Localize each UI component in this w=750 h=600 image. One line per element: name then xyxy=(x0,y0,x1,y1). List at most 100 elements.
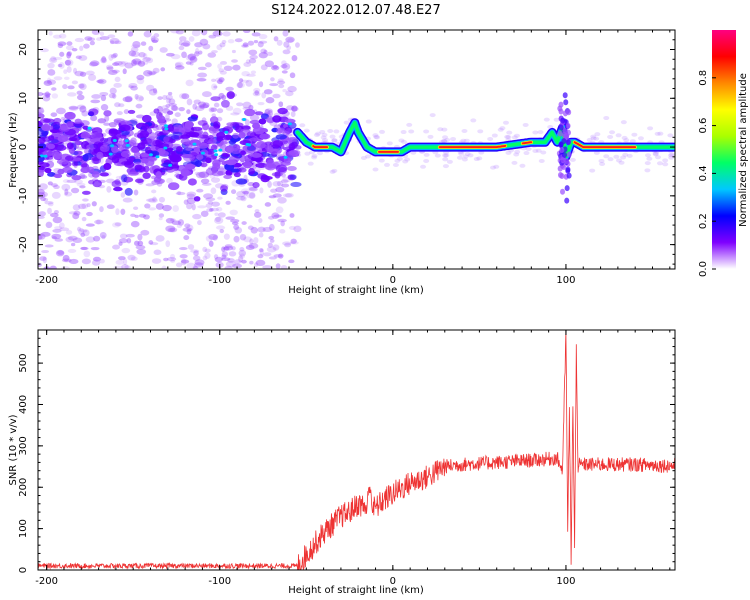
spectrogram-band-blob xyxy=(81,190,91,195)
spectrogram-noise-blob xyxy=(246,73,256,77)
spectrogram-noise-blob xyxy=(157,96,163,100)
spectrogram-halo-blob xyxy=(519,163,526,168)
spectrogram-noise-blob xyxy=(231,49,236,54)
spectrogram-noise-blob xyxy=(123,109,130,115)
spectrogram-halo-blob xyxy=(442,157,449,162)
spectrogram-disturbance-blob xyxy=(562,110,568,117)
spectrogram-noise-blob xyxy=(277,218,287,223)
spectrogram-y-tick-label: 10 xyxy=(18,92,29,105)
spectrogram-noise-blob xyxy=(119,233,128,239)
spectrogram-noise-blob xyxy=(113,265,124,269)
spectrogram-halo-blob xyxy=(620,120,627,125)
spectrogram-noise-blob xyxy=(137,233,143,241)
spectrogram-halo-blob xyxy=(654,155,661,160)
spectrogram-disturbance-blob xyxy=(563,99,569,106)
spectrogram-noise-blob xyxy=(101,56,107,63)
spectrogram-speck xyxy=(43,154,48,158)
spectrogram-halo-blob xyxy=(333,129,340,134)
spectrogram-disturbance-blob xyxy=(564,185,570,192)
spectrogram-disturbance-blob xyxy=(565,139,571,146)
spectrogram-noise-blob xyxy=(132,58,142,65)
spectrogram-noise-blob xyxy=(148,197,158,203)
spectrogram-noise-blob xyxy=(85,236,96,243)
spectrogram-noise-blob xyxy=(189,55,198,63)
spectrogram-band-blob xyxy=(184,163,196,170)
spectrogram-noise-blob xyxy=(137,240,144,247)
spectrogram-noise-blob xyxy=(264,202,272,207)
spectrogram-halo-blob xyxy=(514,149,521,154)
spectrogram-noise-blob xyxy=(100,103,109,111)
spectrogram-x-label: Height of straight line (km) xyxy=(288,285,424,296)
spectrogram-noise-blob xyxy=(186,262,196,269)
spectrogram-noise-blob xyxy=(178,40,183,46)
spectrogram-noise-blob xyxy=(218,68,225,73)
spectrogram-noise-blob xyxy=(257,101,265,106)
spectrogram-noise-blob xyxy=(191,30,201,37)
spectrogram-noise-blob xyxy=(180,42,190,47)
spectrogram-hot-segment xyxy=(521,141,533,145)
spectrogram-noise-blob xyxy=(68,105,79,110)
spectrogram-speck xyxy=(110,144,115,148)
spectrogram-y-label: Frequency (Hz) xyxy=(8,112,19,188)
spectrogram-halo-blob xyxy=(598,158,605,163)
spectrogram-halo-blob xyxy=(538,159,545,164)
spectrogram-noise-blob xyxy=(179,254,188,259)
snr-x-tick-label: -100 xyxy=(208,576,231,587)
spectrogram-noise-blob xyxy=(55,249,65,257)
spectrogram-noise-blob xyxy=(64,59,72,66)
spectrogram-speck xyxy=(283,155,288,159)
spectrogram-noise-blob xyxy=(258,40,268,44)
spectrogram-noise-blob xyxy=(262,265,273,269)
spectrogram-noise-blob xyxy=(115,208,120,216)
spectrogram-noise-blob xyxy=(208,233,219,241)
spectrogram-halo-blob xyxy=(460,138,467,143)
spectrogram-noise-blob xyxy=(175,30,184,35)
spectrogram-noise-blob xyxy=(57,41,67,47)
spectrogram-halo-blob xyxy=(331,138,338,143)
spectrogram-band-blob xyxy=(221,99,230,108)
spectrogram-noise-blob xyxy=(240,259,247,264)
spectrogram-band-blob xyxy=(92,157,100,165)
spectrogram-noise-blob xyxy=(211,50,218,54)
spectrogram-noise-blob xyxy=(49,57,58,64)
spectrogram-noise-blob xyxy=(253,211,262,218)
spectrogram-noise-blob xyxy=(217,79,223,85)
spectrogram-noise-blob xyxy=(178,93,187,99)
spectrogram-halo-blob xyxy=(603,116,610,121)
spectrogram-halo-blob xyxy=(590,136,597,141)
spectrogram-noise-blob xyxy=(233,224,240,230)
spectrogram-noise-blob xyxy=(197,66,207,71)
spectrogram-noise-blob xyxy=(82,198,89,202)
spectrogram-noise-blob xyxy=(135,103,143,109)
spectrogram-halo-blob xyxy=(461,157,468,162)
spectrogram-noise-blob xyxy=(114,76,121,83)
spectrogram-noise-blob xyxy=(278,101,284,108)
spectrogram-noise-blob xyxy=(50,55,57,62)
spectrogram-noise-blob xyxy=(194,262,204,268)
spectrogram-band-blob xyxy=(180,138,191,145)
spectrogram-noise-blob xyxy=(112,62,120,67)
spectrogram-noise-blob xyxy=(185,61,192,65)
spectrogram-halo-blob xyxy=(434,153,441,158)
spectrogram-noise-blob xyxy=(99,36,110,41)
spectrogram-halo-blob xyxy=(657,131,664,136)
spectrogram-noise-blob xyxy=(245,59,251,64)
spectrogram-noise-blob xyxy=(138,52,146,58)
spectrogram-noise-blob xyxy=(197,205,207,209)
spectrogram-noise-blob xyxy=(213,254,219,260)
spectrogram-band-blob xyxy=(71,174,82,181)
spectrogram-band-blob xyxy=(196,142,209,149)
spectrogram-noise-blob xyxy=(99,258,105,264)
spectrogram-halo-blob xyxy=(343,120,350,125)
spectrogram-noise-blob xyxy=(65,236,74,243)
spectrogram-noise-blob xyxy=(277,197,287,204)
spectrogram-noise-blob xyxy=(108,93,116,99)
spectrogram-noise-blob xyxy=(115,259,124,265)
spectrogram-noise-blob xyxy=(170,218,176,222)
spectrogram-noise-blob xyxy=(236,195,246,201)
spectrogram-noise-blob xyxy=(57,43,64,49)
spectrogram-noise-blob xyxy=(38,234,43,240)
spectrogram-noise-blob xyxy=(254,262,259,267)
spectrogram-disturbance-blob xyxy=(565,122,571,129)
spectrogram-band-blob xyxy=(183,154,195,162)
